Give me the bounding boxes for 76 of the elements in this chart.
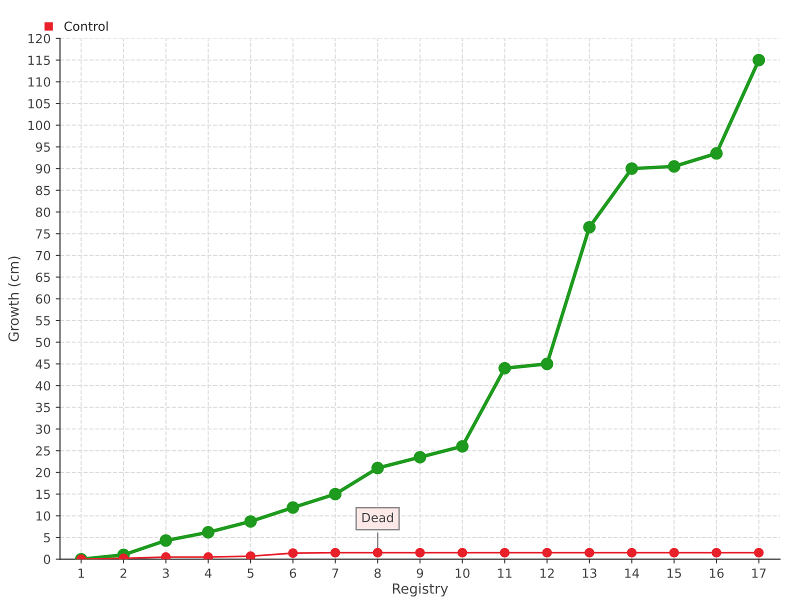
x-tick-label: 7 <box>332 568 338 578</box>
y-tick-label: 70 <box>36 250 50 260</box>
x-tick-label: 13 <box>582 568 596 578</box>
point <box>244 515 257 528</box>
point <box>372 548 383 558</box>
point <box>414 450 426 464</box>
y-tick-label: 120 <box>28 34 50 44</box>
annotation: Dead <box>362 512 393 522</box>
point <box>161 552 171 560</box>
x-tick-label: 4 <box>204 568 212 578</box>
point <box>202 526 214 539</box>
point <box>329 488 342 500</box>
x-tick-label: 6 <box>290 568 296 578</box>
point <box>330 548 340 558</box>
y-tick-label: 65 <box>36 272 50 282</box>
point <box>712 548 722 558</box>
y-tick-label: 55 <box>36 316 50 326</box>
x-tick-label: 8 <box>374 568 381 578</box>
y-tick-label: 25 <box>36 446 50 456</box>
point <box>415 548 425 558</box>
point <box>542 548 552 558</box>
point <box>246 551 256 560</box>
point <box>540 358 554 370</box>
point <box>669 548 679 558</box>
x-tick-label: 15 <box>668 568 681 578</box>
point <box>752 54 766 66</box>
y-tick-label: 60 <box>36 294 50 304</box>
x-tick-label: 17 <box>752 568 766 578</box>
x-tick-label: 10 <box>456 568 470 578</box>
y-tick-label: 50 <box>36 338 50 348</box>
point <box>626 162 638 175</box>
point <box>584 548 594 558</box>
y-tick-label: 75 <box>36 229 50 239</box>
x-tick-label: 12 <box>540 568 554 578</box>
y-axis-title: Growth (cm) <box>8 256 20 342</box>
point <box>286 501 300 514</box>
y-tick-label: 110 <box>28 77 50 87</box>
y-tick-label: 105 <box>28 98 50 108</box>
x-axis-title: Registry <box>392 583 448 597</box>
y-tick-label: 95 <box>36 142 50 152</box>
point <box>710 147 723 160</box>
point <box>457 548 468 558</box>
y-tick-label: 80 <box>36 207 50 217</box>
x-tick-label: 16 <box>710 568 724 578</box>
point <box>203 552 214 560</box>
y-tick-label: 5 <box>44 533 50 542</box>
y-tick-label: 0 <box>44 554 50 564</box>
y-tick-label: 90 <box>36 164 50 174</box>
x-tick-label: 2 <box>120 568 126 578</box>
point <box>500 548 510 558</box>
y-tick-label: 45 <box>36 360 50 369</box>
x-tick-label: 1 <box>78 568 84 578</box>
point <box>160 534 172 547</box>
y-tick-label: 100 <box>28 120 50 130</box>
x-tick-label: 9 <box>416 568 424 578</box>
point <box>498 362 511 374</box>
point <box>668 160 680 173</box>
point <box>456 440 469 453</box>
point <box>583 220 596 234</box>
point <box>626 548 637 558</box>
x-tick-label: 14 <box>625 568 640 578</box>
y-tick-label: 85 <box>36 186 50 196</box>
point <box>371 462 384 474</box>
y-tick-label: 35 <box>36 402 50 412</box>
y-tick-label: 30 <box>36 424 50 434</box>
point <box>754 548 764 558</box>
x-tick-label: 5 <box>248 568 254 578</box>
y-tick-label: 10 <box>36 511 50 521</box>
point <box>288 548 298 558</box>
x-tick-label: 3 <box>162 568 169 578</box>
legend-label: Control <box>64 21 108 31</box>
y-tick-label: 115 <box>28 56 50 66</box>
y-tick-label: 15 <box>36 490 50 500</box>
y-tick-label: 40 <box>36 381 50 391</box>
x-tick-label: 11 <box>498 568 512 578</box>
y-tick-label: 20 <box>36 468 50 478</box>
